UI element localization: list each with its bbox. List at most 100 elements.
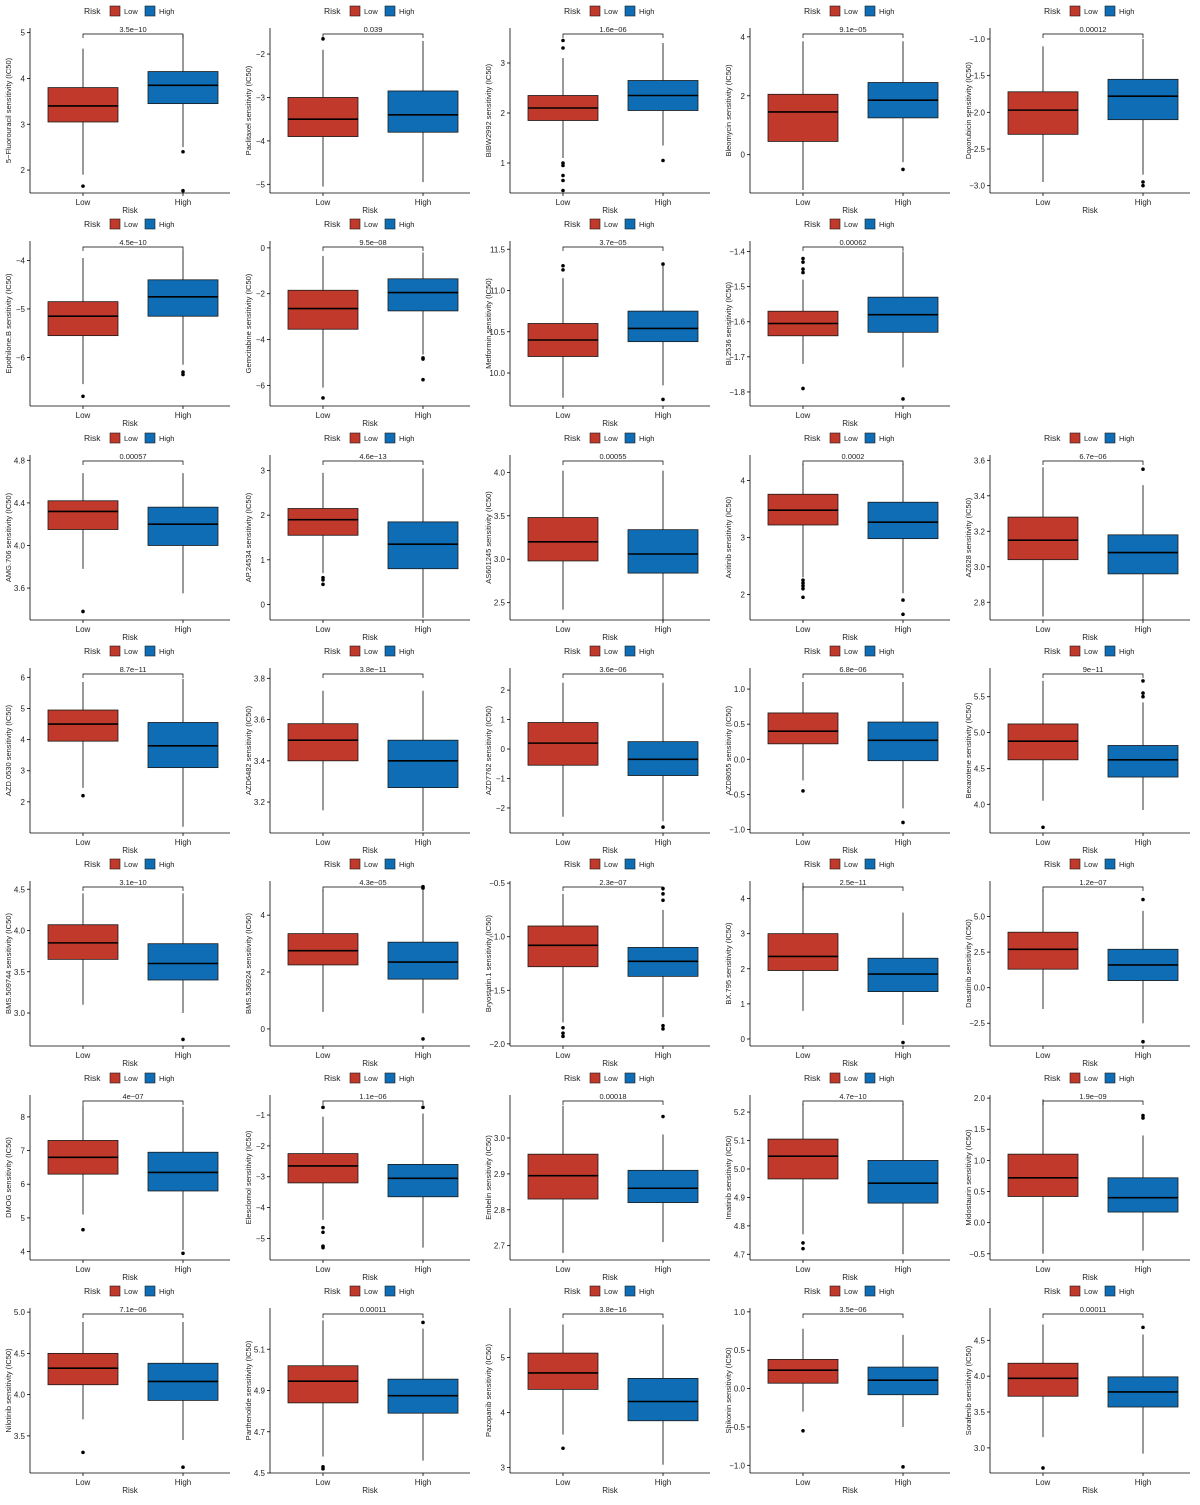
outlier-point: [1141, 694, 1145, 699]
legend: Risk Low High: [564, 1072, 654, 1084]
y-tick-label: 5: [21, 29, 26, 38]
significance-bracket: [322, 460, 424, 465]
box-iqr: [767, 933, 839, 971]
outlier-point: [801, 789, 805, 793]
box-iqr: [767, 1138, 839, 1180]
box-low: [47, 682, 119, 798]
y-axis-title: AZD.0530 sensitivity (IC50): [4, 704, 13, 796]
y-tick-label: 5.0: [974, 913, 986, 922]
x-axis-title: Risk: [1082, 1273, 1099, 1282]
y-tick-label: −1.0: [969, 35, 985, 44]
legend-low-label: Low: [364, 647, 378, 656]
legend-low-swatch: [349, 1072, 361, 1084]
legend-low-label: Low: [124, 1287, 138, 1296]
box-high: [147, 678, 219, 827]
y-tick-label: −2.0: [969, 108, 985, 117]
legend-low-label: Low: [1084, 1287, 1098, 1296]
box-low: [767, 1328, 839, 1433]
legend: Risk Low High: [804, 1072, 894, 1084]
x-tick-label: High: [415, 1478, 431, 1487]
x-tick-label: High: [655, 411, 671, 420]
box-high: [1107, 1113, 1179, 1251]
legend: Risk Low High: [84, 1072, 174, 1084]
legend-title: Risk: [804, 1286, 821, 1296]
boxplot-panel: Risk Low High −2.0 −1.5 −1.0 −0.5 Bryostatin.1 …: [484, 858, 710, 1068]
legend-title: Risk: [1044, 6, 1061, 16]
outlier-point: [901, 598, 905, 602]
box-high: [387, 252, 459, 382]
legend-low-label: Low: [124, 7, 138, 16]
y-tick-label: 8: [21, 1113, 26, 1122]
significance-bracket: [1042, 886, 1144, 891]
box-iqr: [387, 521, 459, 570]
legend-title: Risk: [564, 6, 581, 16]
legend-title: Risk: [564, 1286, 581, 1296]
legend-high-swatch: [384, 432, 396, 444]
y-axis-title: Metformin sensitivity (IC50): [484, 278, 493, 369]
legend-title: Risk: [324, 646, 341, 656]
outlier-point: [561, 1446, 565, 1451]
y-tick-label: 5.2: [734, 1108, 746, 1117]
legend-low-label: Low: [364, 220, 378, 229]
box-iqr: [47, 301, 119, 337]
outlier-point: [561, 161, 565, 165]
box-low: [287, 255, 359, 400]
legend-low-label: Low: [844, 7, 858, 16]
legend: Risk Low High: [1044, 1072, 1134, 1084]
legend-title: Risk: [84, 859, 101, 869]
y-axis-title: Imatinib sensitivity (IC50): [724, 1135, 733, 1219]
outlier-point: [661, 892, 665, 896]
legend-low-swatch: [109, 218, 121, 230]
y-tick-label: 3.0: [494, 1134, 506, 1143]
outlier-point: [801, 586, 805, 591]
significance-bracket: [802, 886, 904, 891]
outlier-point: [81, 394, 85, 399]
x-tick-label: Low: [316, 1478, 331, 1487]
outlier-point: [321, 1230, 325, 1235]
p-value-label: 3.1e−10: [119, 878, 146, 887]
p-value-label: 0.00011: [360, 1305, 387, 1314]
x-axis-title: Risk: [602, 846, 619, 855]
y-tick-label: −2: [256, 1142, 266, 1151]
y-tick-label: 3.6: [974, 456, 986, 465]
outlier-point: [321, 37, 325, 41]
x-tick-label: High: [1135, 1478, 1151, 1487]
y-tick-label: 4: [741, 895, 746, 904]
box-high: [627, 682, 699, 829]
outlier-point: [181, 1037, 185, 1042]
outlier-point: [901, 612, 905, 617]
legend-high-label: High: [1119, 7, 1134, 16]
box-high: [627, 886, 699, 1031]
box-iqr: [287, 508, 359, 536]
box-iqr: [627, 1169, 699, 1204]
x-tick-label: Low: [76, 198, 91, 207]
legend-high-swatch: [864, 1072, 876, 1084]
box-iqr: [867, 1160, 939, 1204]
y-tick-label: −1.0: [489, 933, 505, 942]
legend-low-swatch: [829, 1072, 841, 1084]
x-axis-title: Risk: [362, 419, 379, 428]
y-tick-label: 3: [21, 120, 26, 129]
y-axis-title: Pazopanib sensitivity (IC50): [484, 1344, 493, 1437]
significance-bracket: [82, 460, 184, 465]
x-tick-label: High: [415, 1265, 431, 1274]
y-axis-title: Shikonin sensitivity (IC50): [724, 1347, 733, 1434]
legend-low-label: Low: [124, 220, 138, 229]
y-tick-label: 2.5: [974, 948, 986, 957]
x-axis-title: Risk: [842, 846, 859, 855]
y-axis-title: AZ628 sensitivity (IC50): [964, 497, 973, 577]
legend-high-label: High: [879, 434, 894, 443]
box-high: [1107, 39, 1179, 188]
y-tick-label: 0: [261, 1025, 266, 1034]
x-axis-title: Risk: [602, 633, 619, 642]
box-low: [1007, 889, 1079, 1010]
outlier-point: [661, 158, 665, 163]
legend-title: Risk: [804, 859, 821, 869]
p-value-label: 3.8e−11: [360, 665, 387, 674]
y-tick-label: 3.2: [254, 798, 266, 807]
box-low: [47, 48, 119, 188]
legend-title: Risk: [324, 1286, 341, 1296]
box-low: [767, 682, 839, 793]
